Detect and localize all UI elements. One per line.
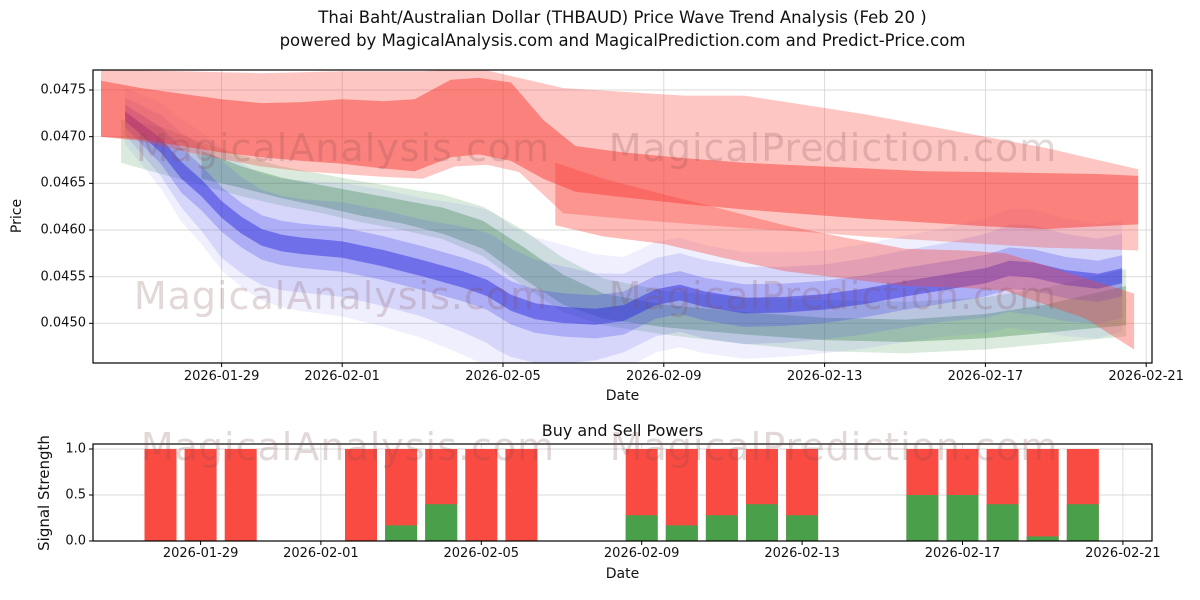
buy-bar: [986, 504, 1019, 541]
buy-bar: [906, 495, 939, 541]
buy-bar: [746, 504, 778, 541]
power-chart-frame: [89, 443, 1153, 545]
red-outer-band: [101, 70, 1139, 251]
price-chart-frame: [89, 69, 1153, 367]
buy-bar: [665, 525, 698, 541]
sell-bar: [224, 449, 257, 541]
buy-bar: [705, 515, 738, 541]
buy-bar: [946, 495, 979, 541]
buy-bar: [425, 504, 458, 541]
buy-bar: [786, 515, 819, 541]
sell-bar: [184, 449, 217, 541]
sell-bar: [505, 449, 538, 541]
buy-bar: [1026, 536, 1059, 541]
blue-mid-band: [125, 104, 1123, 339]
buy-sell-bars: [144, 449, 1099, 541]
buy-bar: [385, 525, 418, 541]
red-inner-band: [101, 77, 1139, 230]
green-inner-band: [201, 150, 1127, 342]
sell-bar: [345, 449, 377, 541]
sell-bar: [465, 449, 498, 541]
buy-bar: [1066, 504, 1099, 541]
sell-bar: [1026, 449, 1059, 541]
price-chart-gridlines: [93, 70, 1152, 363]
buy-bar: [625, 515, 658, 541]
trend-bands: [101, 70, 1139, 363]
sell-bar: [144, 449, 177, 541]
red-descending-band: [555, 162, 1135, 350]
